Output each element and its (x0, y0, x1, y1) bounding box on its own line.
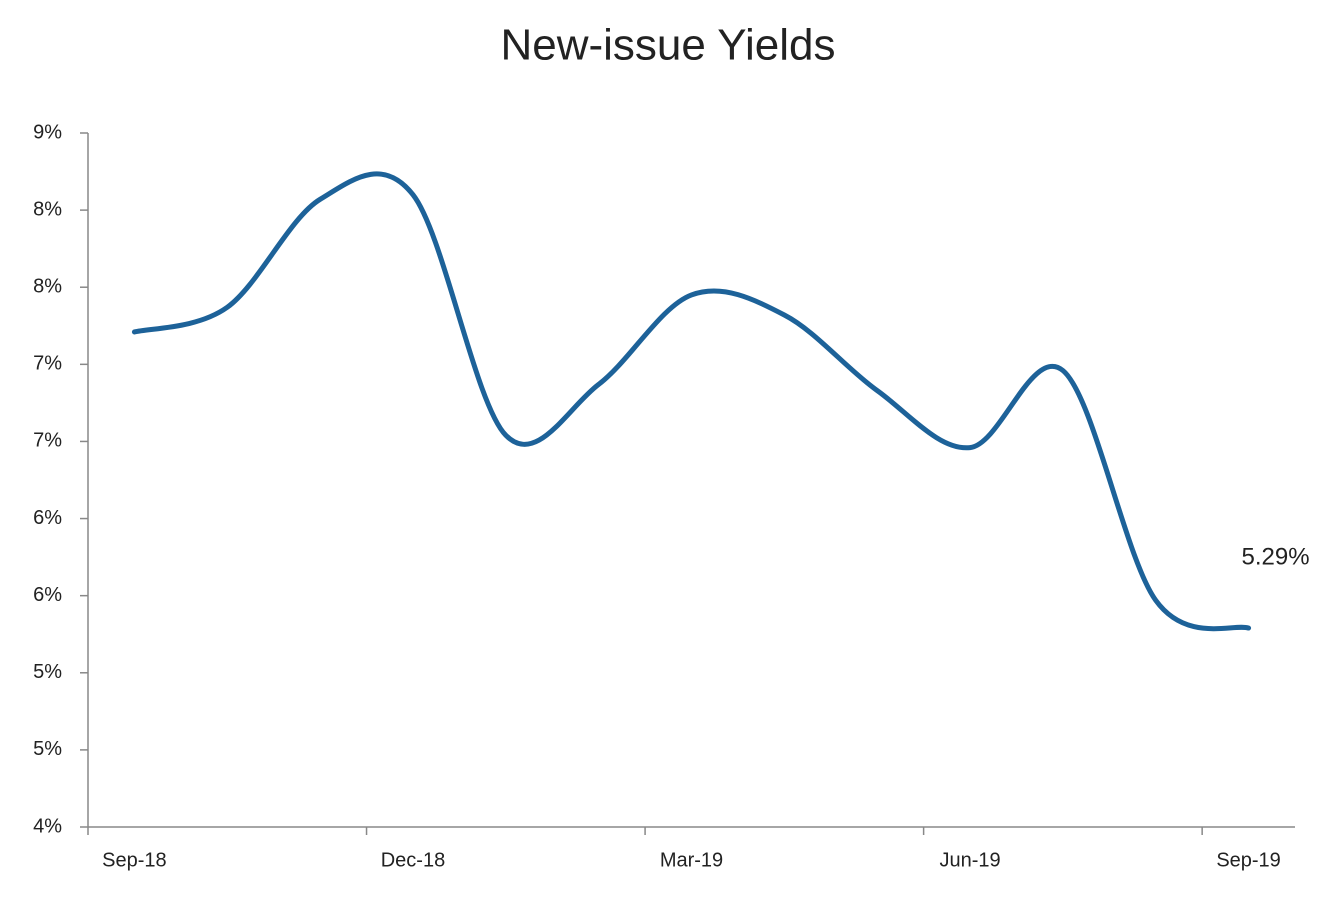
y-tick-label: 8% (33, 276, 62, 298)
y-tick-label: 6% (33, 507, 62, 529)
y-tick-label: 8% (33, 198, 62, 220)
x-tick-label: Sep-18 (102, 849, 167, 871)
line (131, 171, 1252, 632)
y-tick-label: 7% (33, 353, 62, 375)
y-tick-label: 9% (33, 121, 62, 143)
y-tick-label: 6% (33, 584, 62, 606)
x-tick-label: Mar-19 (660, 849, 723, 871)
x-tick-label: Sep-19 (1216, 849, 1281, 871)
x-tick-label: Jun-19 (939, 849, 1000, 871)
y-tick-label: 5% (33, 661, 62, 683)
x-tick-label: Dec-18 (381, 849, 445, 871)
y-tick-label: 5% (33, 738, 62, 760)
value-label: 5.29% (1242, 543, 1310, 570)
chart-title: New-issue Yields (500, 21, 835, 70)
y-tick-label: 4% (33, 815, 62, 837)
y-tick-label: 7% (33, 430, 62, 452)
